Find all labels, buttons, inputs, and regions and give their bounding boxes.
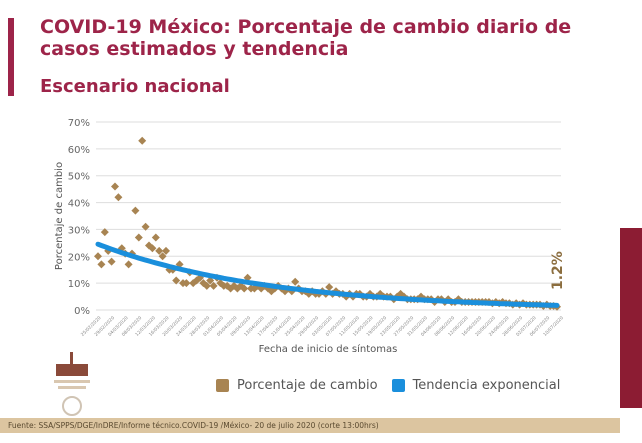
data-point — [209, 281, 218, 290]
data-point — [124, 260, 133, 269]
y-tick-label: 0% — [74, 306, 90, 317]
source-footer: Fuente: SSA/SPPS/DGE/InDRE/Informe técni… — [0, 418, 620, 433]
data-point — [138, 136, 147, 145]
data-point — [172, 276, 181, 285]
data-point — [141, 222, 150, 231]
data-point — [97, 260, 106, 269]
page-subtitle: Escenario nacional — [40, 76, 230, 97]
y-axis-label: Porcentaje de cambio — [54, 162, 65, 270]
data-point — [111, 182, 119, 191]
data-point — [148, 244, 157, 253]
data-point — [94, 252, 102, 261]
page-title: COVID-19 México: Porcentaje de cambio di… — [40, 16, 572, 60]
data-point — [151, 233, 160, 242]
government-logo — [52, 350, 92, 418]
legend-item-tendencia: Tendencia exponencial — [391, 378, 561, 393]
legend-label: Tendencia exponencial — [412, 378, 561, 393]
data-point — [325, 283, 334, 292]
data-point — [155, 246, 164, 255]
data-point — [202, 281, 211, 290]
legend-item-porcentaje: Porcentaje de cambio — [216, 378, 378, 393]
data-point — [162, 246, 170, 255]
chart-legend: Porcentaje de cambio Tendencia exponenci… — [216, 378, 574, 393]
y-tick-label: 60% — [68, 145, 90, 156]
last-value-annotation: 1.2% — [550, 251, 566, 290]
legend-swatch-trend — [391, 379, 405, 392]
trend-line — [95, 241, 560, 308]
y-tick-label: 10% — [68, 279, 90, 290]
data-point — [134, 233, 143, 242]
y-tick-label: 40% — [68, 199, 90, 210]
left-accent-bar — [8, 18, 14, 96]
legend-swatch-scatter — [216, 379, 229, 392]
data-point — [114, 193, 123, 202]
y-tick-label: 70% — [68, 118, 90, 129]
right-accent-block — [620, 228, 642, 408]
data-point — [182, 279, 191, 288]
x-axis-label: Fecha de inicio de síntomas — [259, 343, 398, 355]
data-point — [131, 206, 140, 215]
data-point — [158, 252, 167, 261]
y-tick-label: 30% — [68, 225, 90, 236]
data-point — [291, 277, 300, 286]
y-tick-label: 20% — [68, 252, 90, 263]
data-point — [100, 228, 109, 237]
data-point — [240, 284, 249, 293]
data-point — [107, 257, 116, 266]
legend-label: Porcentaje de cambio — [237, 378, 378, 393]
y-tick-label: 50% — [68, 172, 90, 183]
